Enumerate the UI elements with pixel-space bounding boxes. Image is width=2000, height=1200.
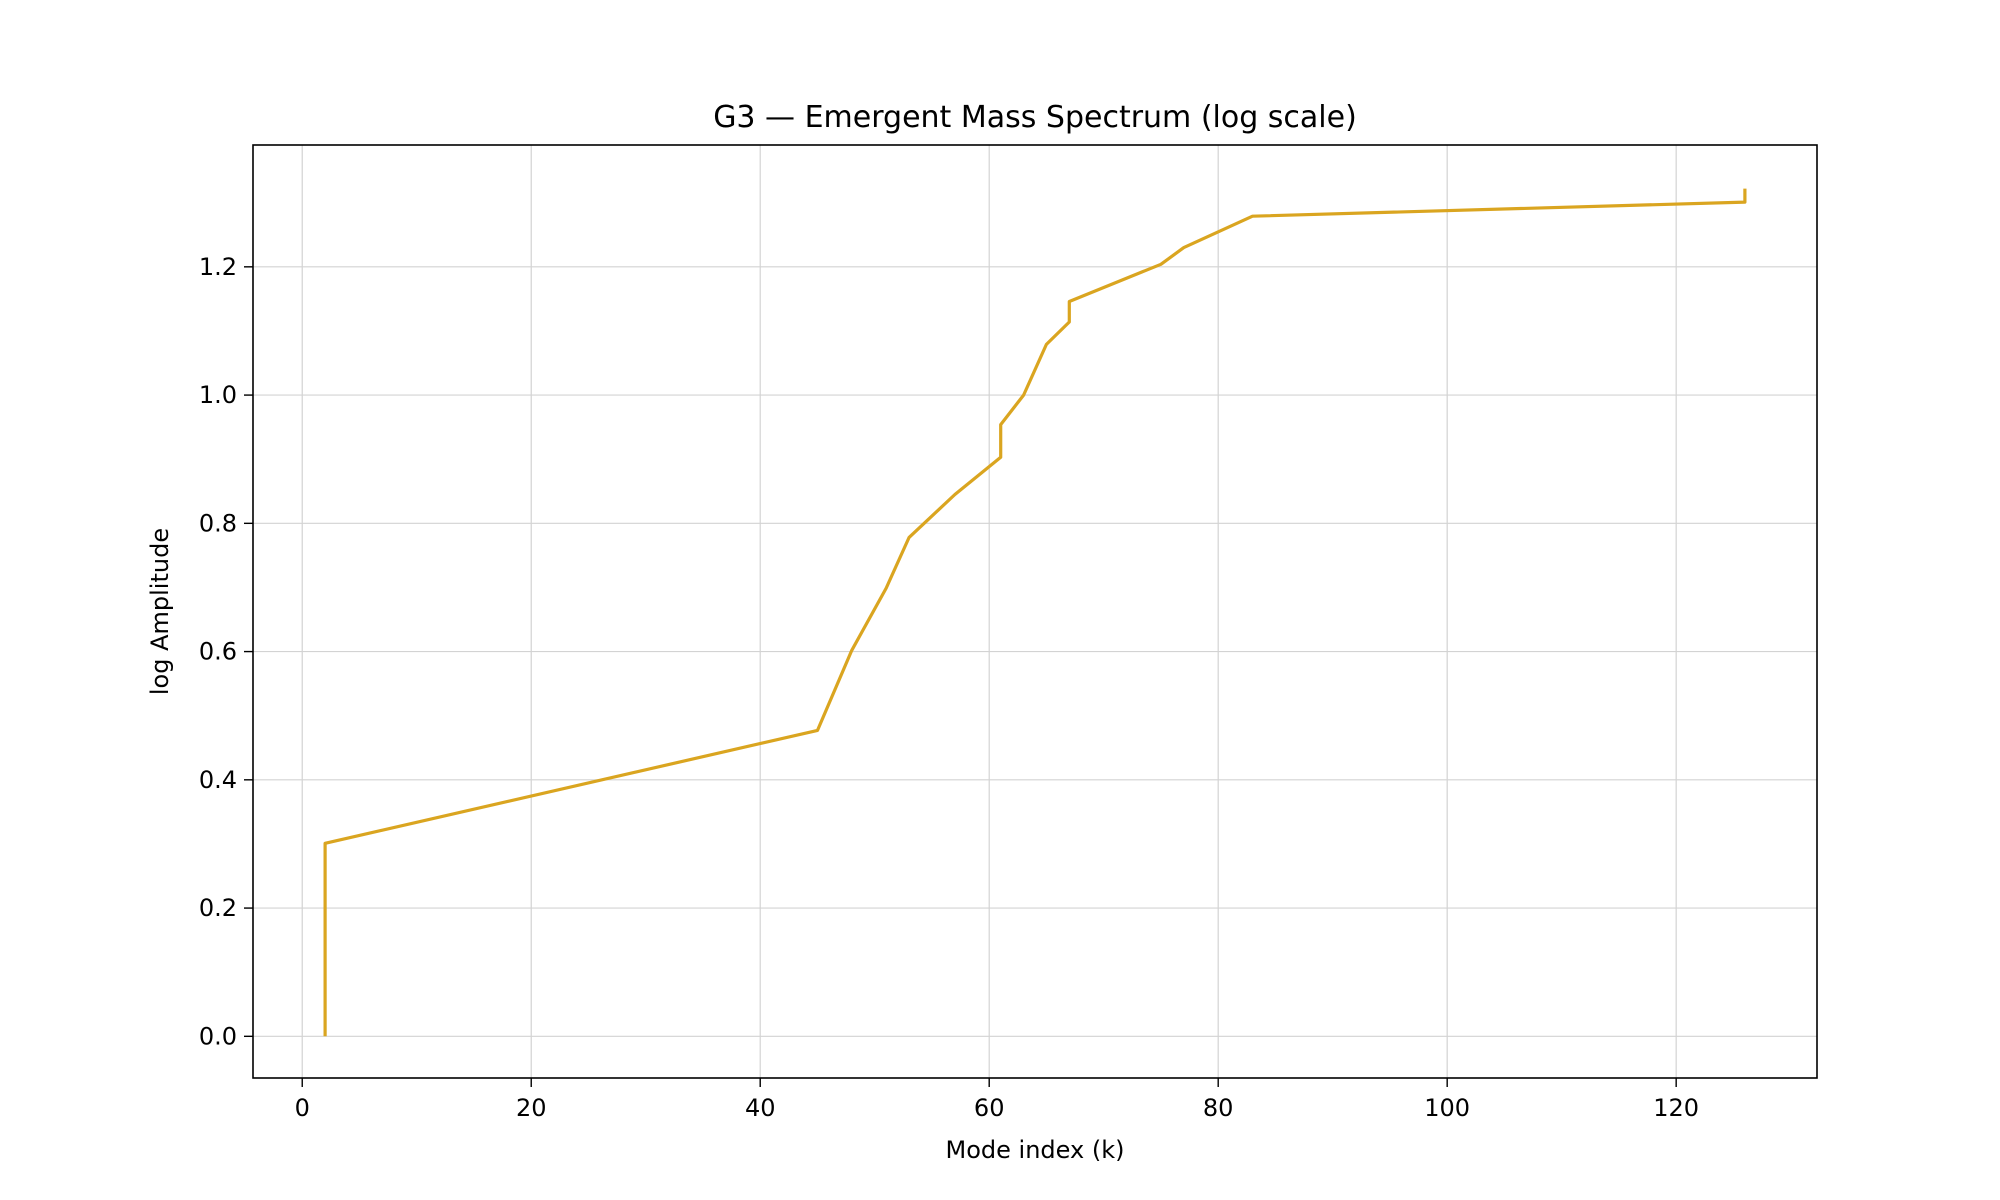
y-tick-label: 0.2 <box>199 894 237 922</box>
series-line <box>323 188 1747 1037</box>
series-layer <box>323 188 1747 1037</box>
grid <box>253 145 1817 1078</box>
x-tick-label: 120 <box>1653 1094 1699 1122</box>
y-tick-label: 1.0 <box>199 381 237 409</box>
y-axis-label: log Amplitude <box>146 528 174 695</box>
y-tick-label: 0.6 <box>199 638 237 666</box>
x-tick-label: 0 <box>295 1094 310 1122</box>
plot-area-frame <box>252 144 1818 1079</box>
x-axis-label: Mode index (k) <box>946 1136 1125 1164</box>
x-tick-label: 80 <box>1203 1094 1234 1122</box>
chart-title: G3 — Emergent Mass Spectrum (log scale) <box>713 100 1357 135</box>
y-tick-label: 0.8 <box>199 509 237 537</box>
x-tick-label: 40 <box>745 1094 776 1122</box>
x-tick-label: 100 <box>1424 1094 1470 1122</box>
y-tick-label: 1.2 <box>199 253 237 281</box>
x-tick-label: 60 <box>974 1094 1005 1122</box>
y-tick-label: 0.0 <box>199 1022 237 1050</box>
y-tick-label: 0.4 <box>199 766 237 794</box>
x-tick-label: 20 <box>516 1094 547 1122</box>
axis-ticks: 0 20 40 60 80 100 120 0.0 0.2 0.4 0.6 0.8 1.0 1.2 <box>199 253 1699 1122</box>
